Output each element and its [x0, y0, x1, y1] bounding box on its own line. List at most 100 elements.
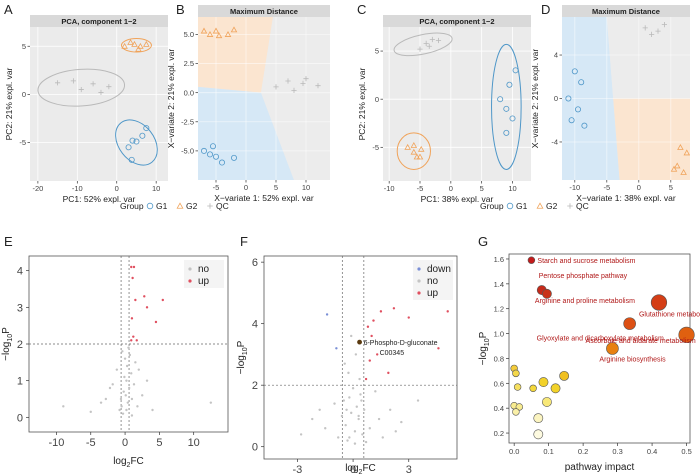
data-point [372, 319, 375, 322]
legend-box [184, 260, 224, 288]
x-tick-label: 0.1 [543, 447, 553, 456]
data-point [154, 320, 158, 324]
data-point [133, 138, 140, 145]
data-point [111, 383, 114, 386]
panel-label-c: C [357, 2, 366, 17]
data-point [343, 362, 346, 365]
data-point [649, 31, 655, 37]
data-point [131, 276, 134, 280]
y-tick-label: 0 [554, 94, 558, 103]
x-tick-label: 10 [508, 184, 516, 193]
y-axis-label: −log10P [1, 327, 14, 361]
pathway-label: Ascorbate and aldarate metabolism [586, 338, 696, 345]
data-point [131, 40, 138, 47]
confidence-ellipse-qc [393, 32, 453, 57]
legend-title: Group [120, 201, 144, 211]
data-point [503, 129, 510, 136]
data-point [429, 36, 435, 43]
title-bar [383, 15, 531, 27]
y-tick-label: -5.0 [181, 146, 194, 155]
data-point [135, 45, 142, 52]
y-axis-label-sub: 10 [242, 347, 249, 355]
title-bar [198, 5, 330, 17]
y-tick-label: -2.5 [181, 117, 194, 126]
x-tick-label: 3 [406, 464, 412, 474]
data-point [230, 26, 238, 33]
data-point [143, 125, 150, 132]
data-point [145, 306, 149, 309]
data-point [115, 368, 119, 371]
data-point [285, 78, 291, 84]
legend-title: Group [480, 201, 504, 211]
data-point [374, 390, 377, 393]
pathway-label: Glutathione metabolism [639, 311, 700, 318]
data-point [135, 339, 138, 342]
x-tick-label: 0 [244, 183, 248, 192]
data-point [359, 393, 362, 396]
chart-panel-g: Starch and sucrose metabolism Pentose pho… [478, 253, 700, 473]
data-point [299, 433, 303, 436]
y-axis-label: −log10P [478, 331, 491, 365]
data-point [207, 203, 213, 209]
data-point [346, 439, 349, 442]
data-point [130, 265, 133, 269]
data-point [146, 202, 154, 210]
group-legend: Group G1 G2 QC [480, 201, 589, 211]
data-point [670, 165, 678, 172]
x-tick-label: 5 [480, 184, 484, 193]
pathway-bubble [512, 408, 520, 416]
y-axis-label: X−variate 2: 21% expl. var [166, 49, 176, 149]
confidence-ellipse-g2 [120, 38, 152, 53]
y-tick-label: 1.4 [494, 280, 504, 289]
pathway-bubble [512, 369, 520, 378]
x-tick-label: -10 [569, 183, 580, 192]
data-point [128, 353, 132, 357]
data-point [377, 417, 381, 421]
y-tick-label: 0.4 [494, 404, 504, 413]
pathway-label: Pentose phosphate pathway [539, 273, 628, 280]
pathway-bubble [515, 403, 524, 411]
data-point [137, 368, 140, 371]
x-tick-label: 5 [274, 183, 278, 192]
title-bar [562, 5, 690, 17]
panel-label-g: G [478, 234, 488, 249]
y-tick-label: 0.2 [494, 429, 504, 438]
region-qc [261, 17, 330, 180]
data-point [90, 81, 96, 87]
data-point [417, 46, 423, 52]
data-point [318, 408, 321, 411]
data-point [104, 397, 108, 401]
data-point [571, 68, 578, 75]
x-tick-label: -20 [32, 184, 43, 193]
data-point [118, 408, 121, 412]
data-point [506, 202, 514, 210]
pathway-bubble [533, 413, 544, 424]
pathway-bubble [550, 383, 561, 394]
pathway-bubble [538, 377, 549, 387]
data-point [416, 399, 420, 402]
data-point [348, 396, 351, 399]
data-point [139, 132, 146, 139]
x-tick-label: 10 [152, 184, 160, 193]
pathway-bubble [623, 317, 636, 330]
data-point [368, 359, 371, 362]
x-tick-label: -5 [213, 183, 220, 192]
data-point [55, 80, 61, 86]
region-g2 [198, 17, 273, 93]
data-point [106, 84, 112, 90]
data-point [353, 430, 357, 433]
data-point [303, 76, 309, 82]
x-tick-label: 0.5 [681, 447, 691, 456]
pathway-label: Glyoxylate and dicarboxylate metabolism [537, 336, 664, 343]
data-point [125, 144, 132, 151]
x-tick-label: 5 [669, 183, 673, 192]
pathway-bubble [559, 370, 570, 381]
data-point [143, 40, 150, 47]
data-point [62, 405, 65, 408]
x-tick-label: 10 [188, 437, 200, 449]
data-point [376, 353, 379, 356]
legend-marker [417, 279, 421, 283]
data-point [122, 390, 125, 393]
data-point [351, 387, 355, 390]
